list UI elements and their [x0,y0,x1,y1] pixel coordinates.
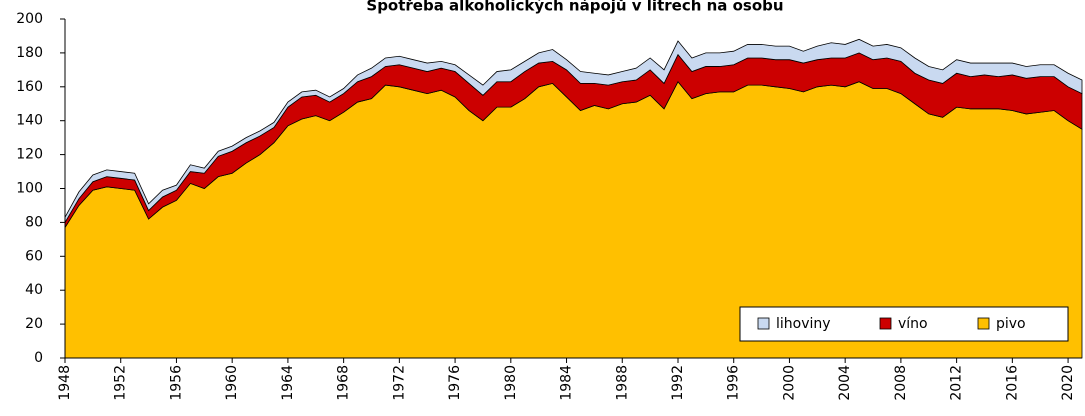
x-tick-label: 1972 [391,365,407,401]
y-tick-label: 140 [16,113,43,129]
x-tick-label: 1968 [336,365,352,401]
y-tick-label: 200 [16,11,43,27]
x-tick-label: 1996 [726,365,742,401]
y-tick-label: 20 [25,316,43,332]
x-tick-label: 2020 [1060,365,1076,401]
legend-swatch [879,317,892,330]
x-tick-label: 1980 [503,365,519,401]
legend-label: lihoviny [776,316,831,332]
x-tick-label: 1988 [614,365,630,401]
y-tick-label: 40 [25,282,43,298]
x-tick-label: 1952 [113,365,129,401]
y-tick-label: 100 [16,181,43,197]
legend-label: pivo [996,316,1026,332]
y-tick-label: 80 [25,214,43,230]
y-tick-label: 0 [34,350,43,366]
x-tick-label: 2000 [781,365,797,401]
area [64,38,1083,224]
legend-swatch [757,317,770,330]
x-tick-label: 1992 [670,365,686,401]
x-tick-label: 1948 [57,365,73,401]
x-tick-label: 1964 [280,365,296,401]
x-tick-label: 1960 [224,365,240,401]
y-tick-label: 60 [25,248,43,264]
x-tick-label: 1956 [168,365,184,401]
y-tick-label: 160 [16,79,43,95]
legend-label: víno [898,316,928,332]
x-tick-label: 2004 [837,365,853,401]
chart-title: Spotřeba alkoholických nápojů v litrech … [366,0,783,15]
x-tick-label: 2012 [949,365,965,401]
x-tick-label: 1976 [447,365,463,401]
legend [739,306,1069,342]
y-tick-label: 120 [16,147,43,163]
x-tick-label: 2008 [893,365,909,401]
legend-swatch [977,317,990,330]
y-tick-label: 180 [16,45,43,61]
x-tick-label: 2016 [1004,365,1020,401]
x-tick-label: 1984 [559,365,575,401]
